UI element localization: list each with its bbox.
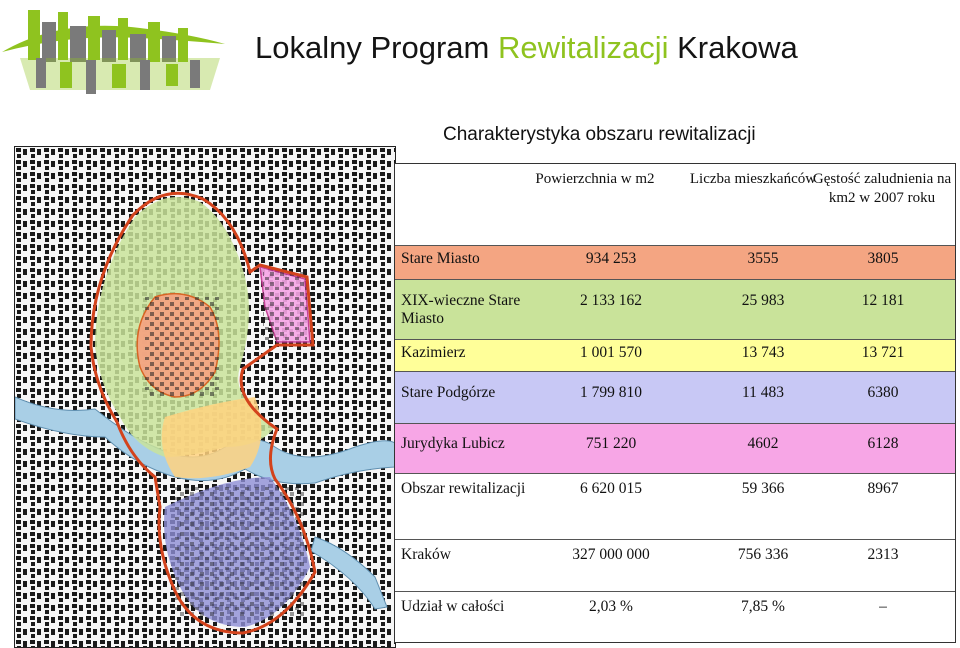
zone-kazimierz <box>161 397 262 479</box>
table-row-kazimierz: Kazimierz 1 001 570 13 743 13 721 <box>395 340 955 372</box>
table-row-krakow: Kraków 327 000 000 756 336 2313 <box>395 540 955 592</box>
table-row-stare-miasto: Stare Miasto 934 253 3555 3805 <box>395 246 955 280</box>
revitalization-boundary <box>89 191 317 635</box>
statistics-table: Powierzchnia w m2 Liczba mieszkańców Gęs… <box>394 163 956 643</box>
table-row-udzial: Udział w całości 2,03 % 7,85 % – <box>395 592 955 642</box>
header-density: Gęstość zaludnienia na km2 w 2007 roku <box>812 171 952 206</box>
header-population: Liczba mieszkańców <box>689 171 817 187</box>
city-skyline-logo <box>2 10 225 94</box>
table-row-stare-podgorze: Stare Podgórze 1 799 810 11 483 6380 <box>395 372 955 424</box>
table-row-obszar: Obszar rewitalizacji 6 620 015 59 366 89… <box>395 474 955 540</box>
page-title: Lokalny Program Rewitalizacji Krakowa <box>255 30 798 65</box>
title-accent: Rewitalizacji <box>497 30 669 65</box>
table-row-jurydyka-lubicz: Jurydyka Lubicz 751 220 4602 6128 <box>395 424 955 474</box>
table-header-row: Powierzchnia w m2 Liczba mieszkańców Gęs… <box>395 164 955 246</box>
district-map <box>14 146 396 648</box>
section-subtitle: Charakterystyka obszaru rewitalizacji <box>443 124 756 145</box>
header-area: Powierzchnia w m2 <box>535 171 655 187</box>
table-row-xix-wieczne: XIX-wieczne Stare Miasto 2 133 162 25 98… <box>395 280 955 340</box>
